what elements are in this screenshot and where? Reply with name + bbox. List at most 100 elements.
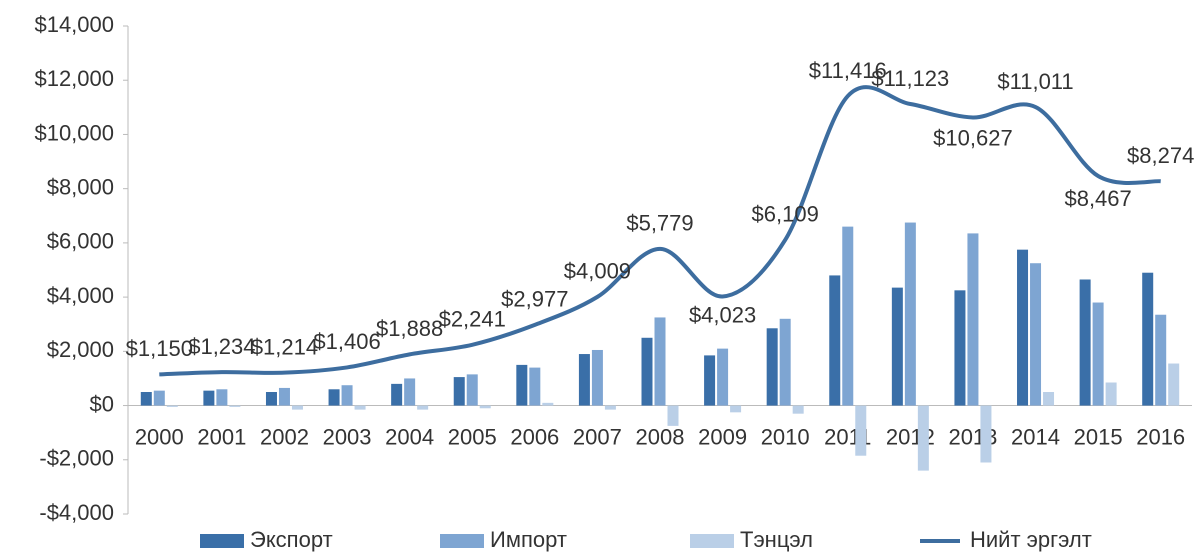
bar <box>479 405 491 409</box>
x-tick-label: 2006 <box>510 424 559 449</box>
data-label: $1,150 <box>126 336 193 361</box>
bar <box>341 385 353 406</box>
y-tick-label: $10,000 <box>34 120 114 145</box>
bar <box>980 405 992 463</box>
data-label: $11,011 <box>997 69 1073 94</box>
bar <box>904 222 916 406</box>
bar <box>229 405 241 407</box>
bar <box>417 405 429 410</box>
y-tick-label: $0 <box>90 391 114 416</box>
data-label: $2,977 <box>501 287 568 312</box>
x-tick-label: 2001 <box>197 424 246 449</box>
x-tick-label: 2003 <box>323 424 372 449</box>
y-tick-label: $2,000 <box>47 337 114 362</box>
legend-swatch <box>440 534 484 548</box>
bar <box>166 405 178 407</box>
bar <box>404 378 416 406</box>
x-tick-label: 2010 <box>761 424 810 449</box>
bar <box>717 348 729 406</box>
data-label: $8,274 <box>1127 143 1194 168</box>
bar <box>354 405 366 410</box>
bar <box>140 392 152 406</box>
bar <box>730 405 742 413</box>
bar <box>391 383 403 406</box>
data-label: $5,779 <box>626 211 693 236</box>
bar <box>967 233 979 406</box>
x-tick-label: 2014 <box>1011 424 1060 449</box>
bar <box>1079 279 1091 406</box>
bar <box>1142 272 1154 406</box>
bar <box>516 364 528 406</box>
data-label: $1,234 <box>188 334 255 359</box>
bar <box>792 405 804 414</box>
bar <box>1092 302 1104 406</box>
x-tick-label: 2009 <box>698 424 747 449</box>
data-label: $1,214 <box>251 334 318 359</box>
bar <box>591 349 603 406</box>
bar <box>954 290 966 406</box>
legend-label: Экспорт <box>250 527 333 552</box>
data-label: $11,123 <box>871 66 949 91</box>
bar <box>453 377 465 406</box>
bar <box>328 389 340 406</box>
data-label: $2,241 <box>439 307 506 332</box>
data-label: $1,406 <box>313 329 380 354</box>
line <box>159 85 1161 377</box>
x-tick-label: 2007 <box>573 424 622 449</box>
bar <box>917 405 929 471</box>
bar <box>667 405 679 426</box>
bar <box>654 317 666 406</box>
bar <box>278 387 290 406</box>
data-label: $6,109 <box>752 202 819 227</box>
bar <box>1155 314 1167 406</box>
bar <box>842 226 854 406</box>
bar <box>1168 363 1180 406</box>
bar <box>1105 382 1117 406</box>
x-tick-label: 2008 <box>636 424 685 449</box>
bar <box>779 318 791 406</box>
bar <box>203 390 215 406</box>
legend-swatch <box>200 534 244 548</box>
data-label: $10,627 <box>933 125 1013 150</box>
x-tick-label: 2002 <box>260 424 309 449</box>
bar <box>641 337 653 406</box>
legend-label: Тэнцэл <box>740 527 813 552</box>
y-tick-label: $14,000 <box>34 12 114 37</box>
bar <box>265 392 277 406</box>
bar <box>829 275 841 406</box>
bar <box>529 367 541 406</box>
legend-label: Нийт эргэлт <box>970 527 1092 552</box>
y-tick-label: -$4,000 <box>39 500 114 525</box>
y-tick-label: $12,000 <box>34 66 114 91</box>
bar <box>578 354 590 406</box>
bar <box>855 405 867 456</box>
legend-swatch <box>690 534 734 548</box>
y-tick-label: $8,000 <box>47 174 114 199</box>
bar <box>466 374 478 406</box>
bar <box>1043 392 1055 406</box>
data-label: $4,009 <box>564 259 631 284</box>
x-tick-label: 2015 <box>1074 424 1123 449</box>
x-tick-label: 2004 <box>385 424 434 449</box>
bar <box>766 328 778 406</box>
bar <box>1030 263 1042 406</box>
data-label: $8,467 <box>1064 186 1131 211</box>
bar <box>704 355 716 406</box>
bar <box>291 405 303 410</box>
legend-label: Импорт <box>490 527 567 552</box>
bar <box>153 390 165 406</box>
x-tick-label: 2005 <box>448 424 497 449</box>
data-label: $4,023 <box>689 302 756 327</box>
data-label: $1,888 <box>376 316 443 341</box>
y-tick-label: $6,000 <box>47 229 114 254</box>
y-tick-label: $4,000 <box>47 283 114 308</box>
data-label: $11,416 <box>809 58 887 83</box>
bar <box>542 402 554 406</box>
y-tick-label: -$2,000 <box>39 446 114 471</box>
bar <box>891 287 903 406</box>
bar <box>216 389 228 406</box>
x-tick-label: 2016 <box>1136 424 1185 449</box>
bar <box>1017 249 1029 406</box>
x-tick-label: 2000 <box>135 424 184 449</box>
